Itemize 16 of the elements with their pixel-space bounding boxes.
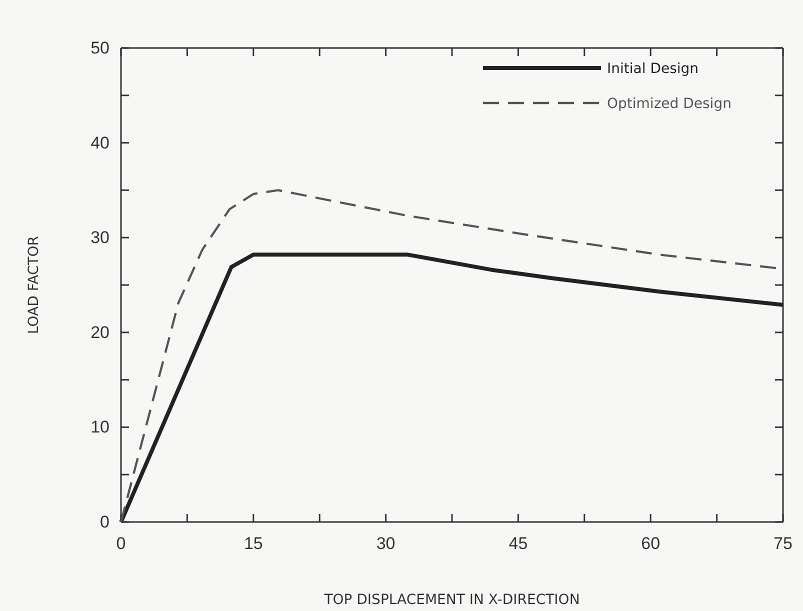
x-tick-label: 15 xyxy=(244,534,263,553)
x-tick-label: 75 xyxy=(774,534,792,553)
y-tick-label: 20 xyxy=(90,322,110,342)
y-tick-label: 50 xyxy=(90,38,110,58)
x-tick-label: 0 xyxy=(116,534,126,553)
y-tick-label: 10 xyxy=(90,418,110,437)
x-tick-label: 45 xyxy=(508,534,528,553)
y-tick-label: 30 xyxy=(90,228,110,248)
y-tick-label: 40 xyxy=(90,133,110,152)
x-axis-title: TOP DISPLACEMENT IN X-DIRECTION xyxy=(323,592,580,608)
y-axis-title: LOAD FACTOR xyxy=(26,236,42,334)
text: Initial Design xyxy=(607,61,699,77)
text: Optimized Design xyxy=(607,96,732,112)
y-tick-label: 0 xyxy=(100,512,110,532)
x-tick-label: 60 xyxy=(641,534,660,553)
x-tick-label: 30 xyxy=(376,534,396,553)
